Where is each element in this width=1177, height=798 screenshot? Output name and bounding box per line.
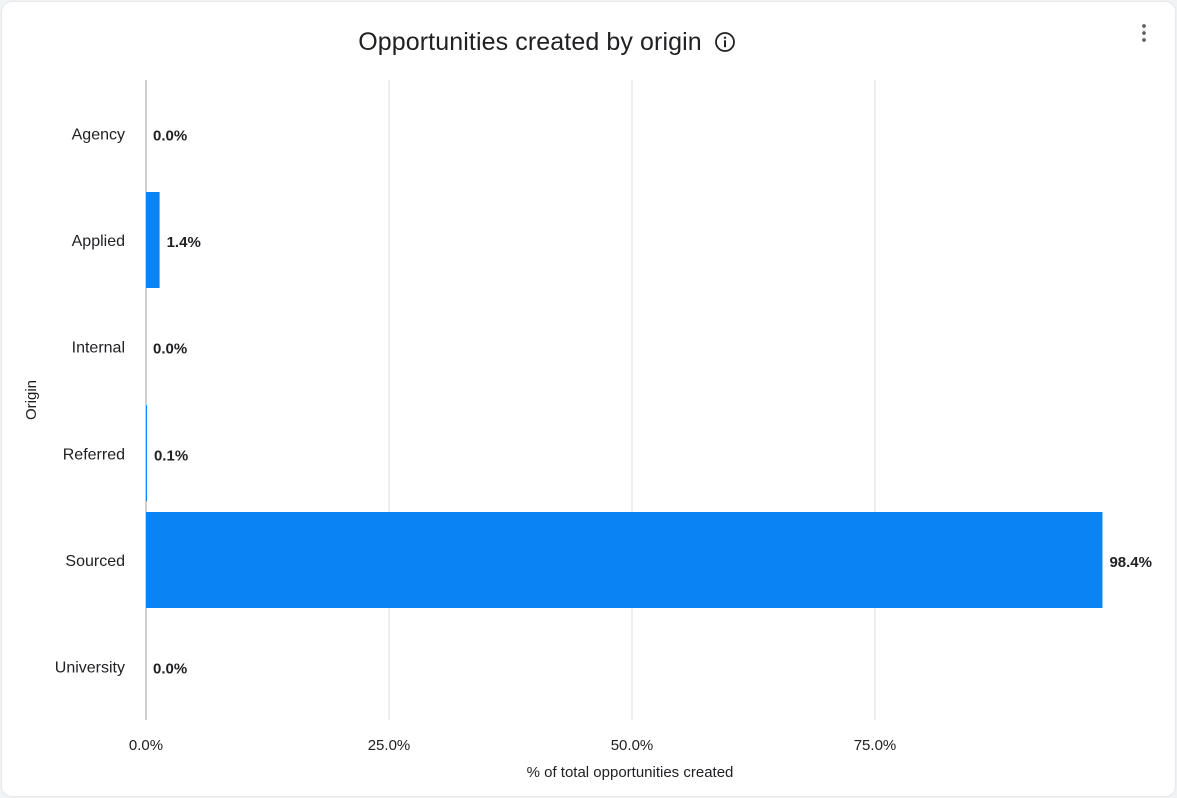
category-label: Sourced xyxy=(65,553,125,570)
chart-title: Opportunities created by origin xyxy=(358,27,702,56)
x-tick-label: 50.0% xyxy=(611,737,654,754)
category-label: Referred xyxy=(63,446,125,463)
chart-header: Opportunities created by origin xyxy=(2,22,1092,62)
x-tick-label: 25.0% xyxy=(368,737,411,754)
category-label: Agency xyxy=(72,126,125,143)
value-label: 1.4% xyxy=(167,234,201,251)
y-axis-title: Origin xyxy=(23,380,40,420)
category-label: University xyxy=(55,660,125,677)
x-tick-label: 0.0% xyxy=(129,737,163,754)
x-axis-title: % of total opportunities created xyxy=(527,764,734,781)
info-icon[interactable] xyxy=(714,31,736,53)
category-label: Internal xyxy=(72,340,125,357)
more-options-icon[interactable] xyxy=(1139,22,1149,44)
bar xyxy=(146,512,1103,608)
value-label: 0.0% xyxy=(153,127,187,144)
bar xyxy=(146,405,147,502)
bar xyxy=(146,192,160,288)
value-label: 0.1% xyxy=(154,447,188,464)
value-label: 0.0% xyxy=(153,661,187,678)
x-tick-label: 75.0% xyxy=(854,737,897,754)
category-label: Applied xyxy=(72,233,125,250)
value-label: 0.0% xyxy=(153,341,187,358)
value-label: 98.4% xyxy=(1109,554,1152,571)
